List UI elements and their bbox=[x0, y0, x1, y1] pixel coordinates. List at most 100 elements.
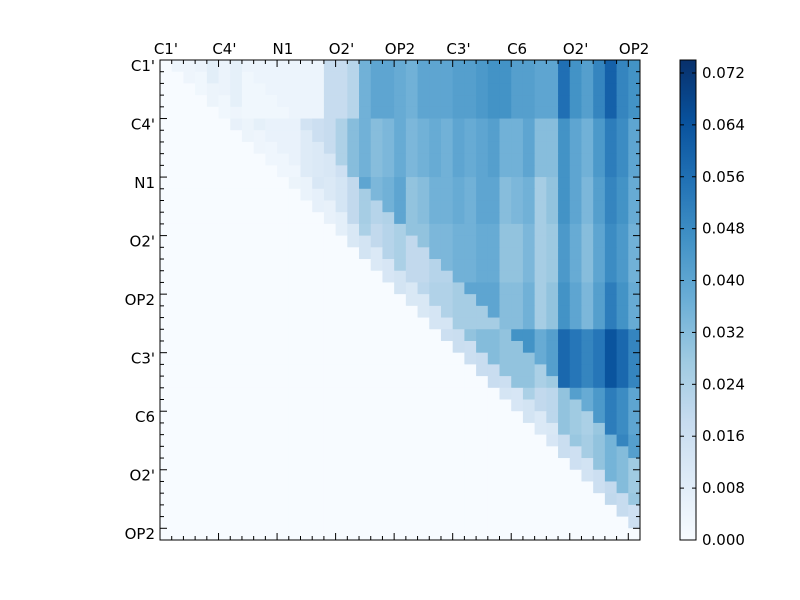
heatmap-cell bbox=[405, 352, 419, 365]
heatmap-cell bbox=[195, 200, 208, 213]
heatmap-cell bbox=[300, 481, 313, 494]
heatmap-cell bbox=[546, 399, 559, 412]
x-tick-label: O2' bbox=[329, 40, 354, 58]
heatmap-cell bbox=[206, 305, 220, 319]
heatmap-cell bbox=[218, 270, 231, 283]
heatmap-cell bbox=[604, 130, 618, 143]
heatmap-cell bbox=[511, 481, 524, 494]
heatmap-cell bbox=[628, 399, 641, 412]
heatmap-cell bbox=[558, 422, 571, 436]
heatmap-cell bbox=[277, 481, 290, 494]
heatmap-cell bbox=[382, 223, 395, 237]
heatmap-cell bbox=[335, 188, 348, 201]
heatmap-cell bbox=[171, 106, 184, 120]
heatmap-cell bbox=[230, 247, 243, 260]
heatmap-cell bbox=[300, 329, 313, 342]
heatmap-cell bbox=[335, 329, 348, 342]
heatmap-cell bbox=[581, 235, 594, 248]
heatmap-cell bbox=[534, 493, 547, 506]
heatmap-cell bbox=[347, 60, 360, 73]
heatmap-cell bbox=[206, 294, 220, 307]
heatmap-cell bbox=[370, 118, 383, 131]
heatmap-cell bbox=[347, 493, 360, 506]
heatmap-cell bbox=[335, 294, 348, 307]
heatmap-cell bbox=[265, 247, 278, 260]
heatmap-cell bbox=[440, 83, 454, 96]
heatmap-cell bbox=[195, 493, 208, 506]
heatmap-cell bbox=[312, 399, 325, 412]
heatmap-cell bbox=[265, 200, 278, 213]
heatmap-cell bbox=[370, 282, 383, 295]
heatmap-cell bbox=[440, 352, 454, 365]
heatmap-cell bbox=[312, 376, 325, 389]
heatmap-cell bbox=[183, 95, 196, 108]
heatmap-cell bbox=[312, 469, 325, 482]
heatmap-cell bbox=[312, 270, 325, 283]
heatmap-cell bbox=[476, 294, 489, 307]
heatmap-cell bbox=[323, 247, 337, 260]
heatmap-cell bbox=[616, 399, 629, 412]
heatmap-cell bbox=[499, 188, 512, 201]
heatmap-cell bbox=[628, 212, 641, 225]
heatmap-cell bbox=[593, 422, 606, 436]
heatmap-cell bbox=[487, 469, 501, 482]
heatmap-cell bbox=[546, 376, 559, 389]
heatmap-cell bbox=[300, 422, 313, 436]
heatmap-cell bbox=[534, 247, 547, 260]
heatmap-cell bbox=[347, 469, 360, 482]
heatmap-cell bbox=[323, 270, 337, 283]
heatmap-cell bbox=[511, 364, 524, 377]
heatmap-cell bbox=[241, 177, 255, 190]
heatmap-cell bbox=[160, 270, 173, 283]
heatmap-cell bbox=[511, 376, 524, 389]
heatmap-cell bbox=[581, 83, 594, 96]
heatmap-cell bbox=[569, 411, 582, 424]
heatmap-cell bbox=[546, 481, 559, 494]
heatmap-cell bbox=[335, 235, 348, 248]
heatmap-cell bbox=[405, 364, 419, 377]
heatmap-cell bbox=[160, 200, 173, 213]
heatmap-cell bbox=[312, 516, 325, 529]
heatmap-cell bbox=[569, 270, 582, 283]
heatmap-cell bbox=[359, 516, 372, 529]
heatmap-cell bbox=[499, 177, 512, 190]
heatmap-cell bbox=[558, 212, 571, 225]
heatmap-cell bbox=[569, 223, 582, 237]
heatmap-cell bbox=[265, 212, 278, 225]
heatmap-cell bbox=[487, 422, 501, 436]
heatmap-cell bbox=[476, 106, 489, 120]
heatmap-cell bbox=[160, 340, 173, 354]
heatmap-cell bbox=[464, 141, 477, 155]
heatmap-cell bbox=[370, 212, 383, 225]
heatmap-cell bbox=[195, 212, 208, 225]
heatmap-cell bbox=[534, 106, 547, 120]
heatmap-cell bbox=[593, 177, 606, 190]
heatmap-cell bbox=[241, 294, 255, 307]
heatmap-cell bbox=[160, 376, 173, 389]
heatmap-cell bbox=[206, 259, 220, 272]
heatmap-cell bbox=[312, 177, 325, 190]
heatmap-cell bbox=[218, 376, 231, 389]
heatmap-cell bbox=[171, 282, 184, 295]
heatmap-cell bbox=[593, 352, 606, 365]
heatmap-cell bbox=[487, 130, 501, 143]
heatmap-cell bbox=[312, 259, 325, 272]
heatmap-cell bbox=[534, 329, 547, 342]
heatmap-cell bbox=[277, 411, 290, 424]
heatmap-cell bbox=[253, 411, 266, 424]
heatmap-cell bbox=[171, 364, 184, 377]
heatmap-cell bbox=[171, 200, 184, 213]
heatmap-cell bbox=[253, 282, 266, 295]
heatmap-cell bbox=[417, 282, 430, 295]
heatmap-cell bbox=[359, 411, 372, 424]
heatmap-cell bbox=[534, 528, 547, 541]
heatmap-cell bbox=[218, 247, 231, 260]
heatmap-cell bbox=[347, 305, 360, 319]
heatmap-cell bbox=[265, 446, 278, 459]
heatmap-cell bbox=[171, 528, 184, 541]
heatmap-cell bbox=[569, 481, 582, 494]
heatmap-cell bbox=[558, 200, 571, 213]
heatmap-cell bbox=[616, 118, 629, 131]
heatmap-cell bbox=[288, 399, 301, 412]
heatmap-cell bbox=[452, 130, 465, 143]
